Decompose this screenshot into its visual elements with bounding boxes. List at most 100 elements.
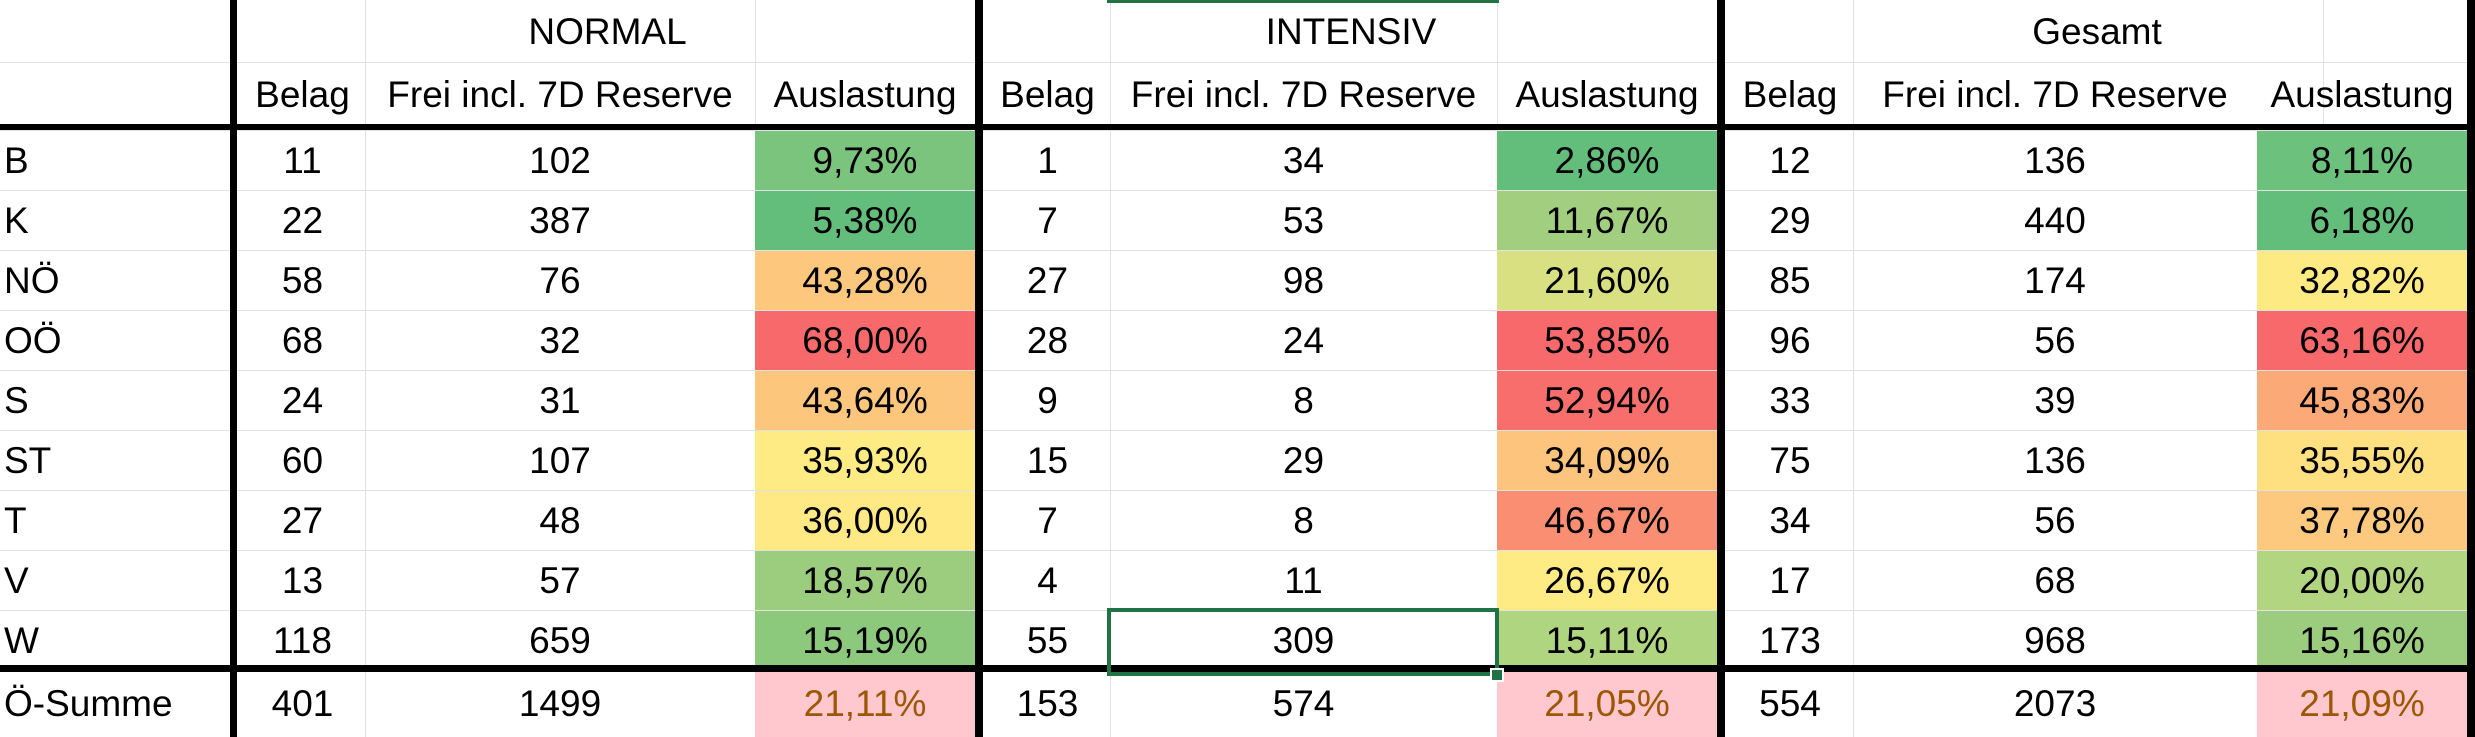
table-cell[interactable]: 58 xyxy=(281,259,324,301)
table-cell[interactable]: 27 xyxy=(281,499,324,541)
table-cell[interactable]: 118 xyxy=(273,619,332,661)
table-cell[interactable]: 63,16% xyxy=(2299,319,2425,361)
table-cell[interactable]: 440 xyxy=(2024,199,2086,241)
table-cell[interactable]: 33 xyxy=(1769,379,1811,421)
table-cell[interactable]: 34 xyxy=(1282,139,1325,181)
summary-cell[interactable]: 21,11% xyxy=(803,682,927,724)
row-label[interactable]: B xyxy=(4,139,29,181)
summary-cell[interactable]: 21,09% xyxy=(2299,682,2425,724)
table-cell[interactable]: 32 xyxy=(539,319,581,361)
table-cell[interactable]: 27 xyxy=(1026,259,1069,301)
table-cell[interactable]: 11 xyxy=(1284,559,1323,601)
table-cell[interactable]: 43,64% xyxy=(802,379,928,421)
table-cell[interactable]: 26,67% xyxy=(1544,559,1670,601)
table-cell[interactable]: 32,82% xyxy=(2299,259,2425,301)
summary-cell[interactable]: 401 xyxy=(271,682,334,724)
table-cell[interactable]: 36,00% xyxy=(802,499,928,541)
table-cell[interactable]: 15,16% xyxy=(2299,619,2425,661)
table-cell[interactable]: 45,83% xyxy=(2299,379,2425,421)
table-cell[interactable]: 17 xyxy=(1769,559,1811,601)
table-cell[interactable]: 4 xyxy=(1037,559,1058,601)
table-cell[interactable]: 48 xyxy=(539,499,581,541)
table-cell[interactable]: 52,94% xyxy=(1544,379,1670,421)
table-cell[interactable]: 24 xyxy=(1282,319,1325,361)
row-label[interactable]: S xyxy=(4,379,29,421)
table-cell[interactable]: 15,19% xyxy=(802,619,928,661)
table-cell[interactable]: 13 xyxy=(281,559,324,601)
table-cell[interactable]: 11,67% xyxy=(1545,199,1669,241)
table-cell[interactable]: 96 xyxy=(1769,319,1811,361)
row-label[interactable]: W xyxy=(4,619,39,661)
table-cell[interactable]: 173 xyxy=(1759,619,1821,661)
column-header[interactable]: Frei incl. 7D Reserve xyxy=(1882,73,2228,115)
table-cell[interactable]: 309 xyxy=(1272,619,1335,661)
table-cell[interactable]: 75 xyxy=(1769,439,1811,481)
table-cell[interactable]: 8,11% xyxy=(2310,139,2414,181)
table-cell[interactable]: 102 xyxy=(529,139,591,181)
table-cell[interactable]: 8 xyxy=(1293,499,1314,541)
table-cell[interactable]: 85 xyxy=(1769,259,1811,301)
summary-cell[interactable]: 21,05% xyxy=(1544,682,1670,724)
table-cell[interactable]: 37,78% xyxy=(2299,499,2425,541)
column-header[interactable]: Frei incl. 7D Reserve xyxy=(387,73,733,115)
table-cell[interactable]: 21,60% xyxy=(1544,259,1670,301)
table-cell[interactable]: 68 xyxy=(281,319,324,361)
table-cell[interactable]: 35,93% xyxy=(802,439,928,481)
table-cell[interactable]: 53 xyxy=(1282,199,1325,241)
row-label[interactable]: T xyxy=(4,499,27,541)
summary-cell[interactable]: 1499 xyxy=(518,682,602,724)
table-cell[interactable]: 15 xyxy=(1026,439,1069,481)
table-cell[interactable]: 60 xyxy=(281,439,324,481)
table-cell[interactable]: 39 xyxy=(2034,379,2076,421)
table-cell[interactable]: 136 xyxy=(2024,139,2086,181)
table-cell[interactable]: 7 xyxy=(1037,199,1058,241)
table-cell[interactable]: 8 xyxy=(1293,379,1314,421)
column-header[interactable]: Auslastung xyxy=(2270,73,2454,115)
summary-cell[interactable]: 554 xyxy=(1759,682,1821,724)
fill-handle[interactable] xyxy=(1490,668,1504,682)
table-cell[interactable]: 6,18% xyxy=(2309,199,2415,241)
table-cell[interactable]: 28 xyxy=(1026,319,1069,361)
table-cell[interactable]: 968 xyxy=(2024,619,2086,661)
table-cell[interactable]: 98 xyxy=(1282,259,1325,301)
table-cell[interactable]: 12 xyxy=(1769,139,1811,181)
table-cell[interactable]: 29 xyxy=(1282,439,1325,481)
column-header[interactable]: Belag xyxy=(1742,73,1838,115)
table-cell[interactable]: 1 xyxy=(1037,139,1058,181)
column-header[interactable]: Auslastung xyxy=(773,73,957,115)
table-cell[interactable]: 107 xyxy=(529,439,591,481)
table-cell[interactable]: 46,67% xyxy=(1544,499,1670,541)
table-cell[interactable]: 9,73% xyxy=(812,139,918,181)
column-header[interactable]: Frei incl. 7D Reserve xyxy=(1130,73,1477,115)
table-cell[interactable]: 35,55% xyxy=(2299,439,2425,481)
table-cell[interactable]: 24 xyxy=(281,379,324,421)
row-label[interactable]: NÖ xyxy=(4,259,60,301)
table-cell[interactable]: 31 xyxy=(539,379,581,421)
group-title[interactable]: INTENSIV xyxy=(1265,10,1437,52)
table-cell[interactable]: 18,57% xyxy=(802,559,928,601)
table-cell[interactable]: 136 xyxy=(2024,439,2086,481)
table-cell[interactable]: 68 xyxy=(2034,559,2076,601)
table-cell[interactable]: 11 xyxy=(283,139,322,181)
group-title[interactable]: NORMAL xyxy=(528,10,687,52)
table-cell[interactable]: 2,86% xyxy=(1554,139,1660,181)
table-cell[interactable]: 15,11% xyxy=(1545,619,1669,661)
column-header[interactable]: Auslastung xyxy=(1515,73,1699,115)
table-cell[interactable]: 56 xyxy=(2034,499,2076,541)
column-header[interactable]: Belag xyxy=(255,73,350,115)
table-cell[interactable]: 76 xyxy=(539,259,581,301)
table-cell[interactable]: 56 xyxy=(2034,319,2076,361)
table-cell[interactable]: 34 xyxy=(1769,499,1811,541)
column-header[interactable]: Belag xyxy=(1000,73,1095,115)
row-label[interactable]: ST xyxy=(4,439,52,481)
active-cell-selection[interactable] xyxy=(1107,608,1499,676)
table-cell[interactable]: 5,38% xyxy=(812,199,918,241)
row-label[interactable]: K xyxy=(4,199,29,241)
row-label[interactable]: V xyxy=(4,559,29,601)
table-cell[interactable]: 7 xyxy=(1037,499,1058,541)
table-cell[interactable]: 43,28% xyxy=(802,259,928,301)
table-cell[interactable]: 53,85% xyxy=(1544,319,1670,361)
table-cell[interactable]: 55 xyxy=(1026,619,1069,661)
table-cell[interactable]: 659 xyxy=(529,619,591,661)
table-cell[interactable]: 57 xyxy=(539,559,581,601)
